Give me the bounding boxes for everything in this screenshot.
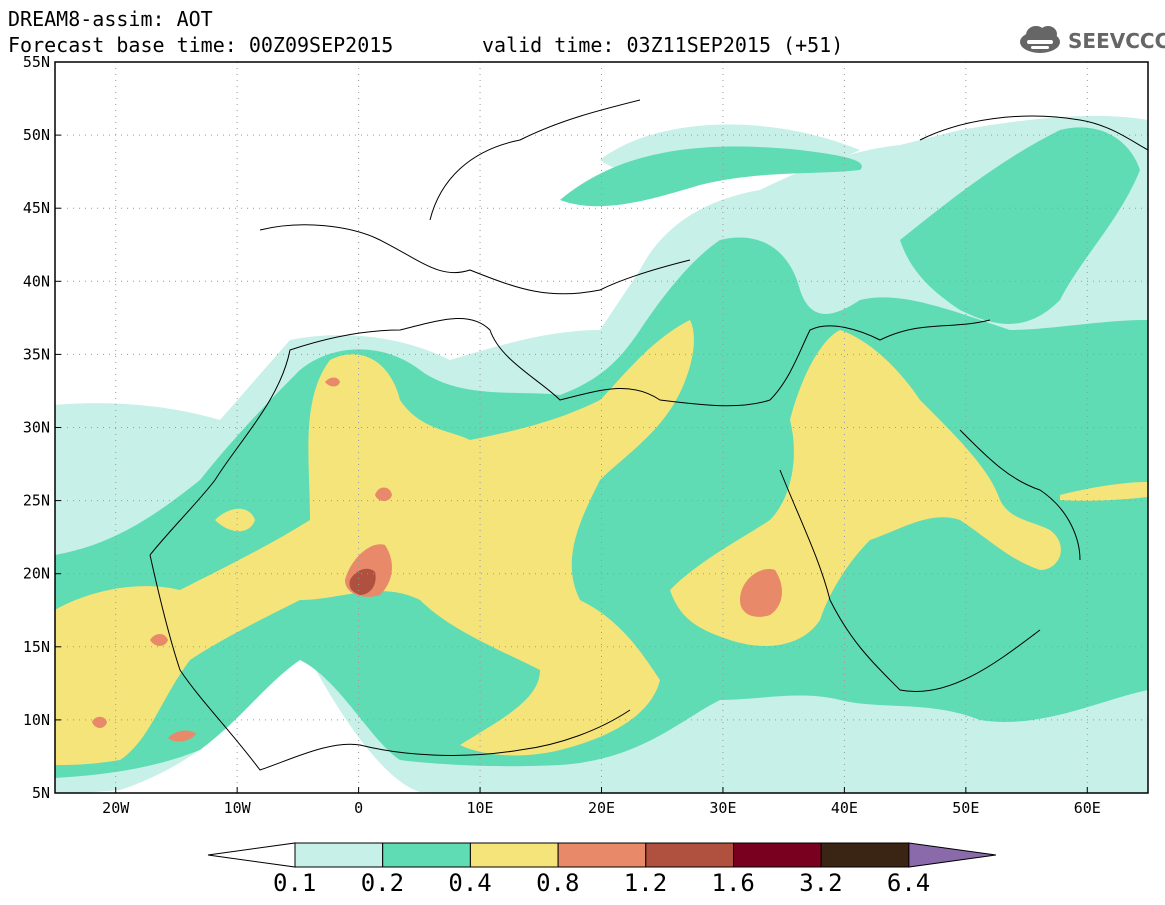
colorbar-level-label: 1.6: [711, 869, 755, 897]
colorbar-segment: [820, 842, 910, 868]
lat-tick-label: 25N: [23, 492, 50, 510]
lon-tick-label: 20W: [102, 799, 130, 817]
graticule: [55, 62, 1148, 793]
valid-time: valid time: 03Z11SEP2015 (+51): [482, 33, 844, 57]
lat-tick-label: 35N: [23, 345, 50, 363]
colorbar-segment: [557, 842, 647, 868]
colorbar-segment: [382, 842, 471, 868]
colorbar-level-label: 1.2: [623, 869, 668, 897]
colorbar-extend-high: [908, 842, 996, 868]
aot-field: [55, 115, 1148, 793]
colorbar-level-label: 6.4: [886, 869, 931, 897]
axis-ticks: 55N 50N 45N 40N 35N 30N 25N 20N 15N 10N 5N 20W 10W 0 1…: [23, 53, 1101, 817]
colorbar-level-label: 0.1: [273, 869, 317, 897]
lat-tick-label: 40N: [23, 272, 50, 290]
seevccc-logo: [1020, 26, 1060, 53]
lon-tick-label: 20E: [588, 799, 615, 817]
lon-tick-label: 40E: [831, 799, 858, 817]
forecast-base-time: Forecast base time: 00Z09SEP2015: [8, 33, 394, 57]
colorbar-level-label: 3.2: [799, 869, 843, 897]
lat-tick-label: 55N: [23, 53, 50, 71]
lat-tick-label: 10N: [23, 711, 50, 729]
lat-tick-label: 30N: [23, 419, 50, 437]
lat-tick-label: 50N: [23, 126, 50, 144]
lon-tick-label: 50E: [952, 799, 979, 817]
colorbar-segment: [733, 842, 822, 868]
colorbar-level-label: 0.2: [360, 869, 405, 897]
lat-tick-label: 5N: [32, 784, 50, 802]
lon-tick-label: 0: [354, 799, 363, 817]
colorbar-level-label: 0.4: [448, 869, 492, 897]
lat-tick-label: 20N: [23, 565, 50, 583]
lon-tick-label: 10E: [467, 799, 494, 817]
colorbar-segment: [469, 842, 559, 868]
colorbar-level-label: 0.8: [536, 869, 580, 897]
logo-text: SEEVCCC: [1068, 29, 1165, 53]
colorbar-extend-low: [207, 842, 296, 868]
lon-tick-label: 60E: [1074, 799, 1101, 817]
lat-tick-label: 15N: [23, 638, 50, 656]
lon-tick-label: 30E: [709, 799, 736, 817]
lon-tick-label: 10W: [224, 799, 252, 817]
colorbar-segment: [294, 842, 384, 868]
lat-tick-label: 45N: [23, 199, 50, 217]
colorbar-segment: [645, 842, 734, 868]
map-title: DREAM8-assim: AOT: [8, 7, 213, 31]
cloud-icon: [1020, 26, 1060, 53]
coastlines: [149, 99, 1148, 771]
